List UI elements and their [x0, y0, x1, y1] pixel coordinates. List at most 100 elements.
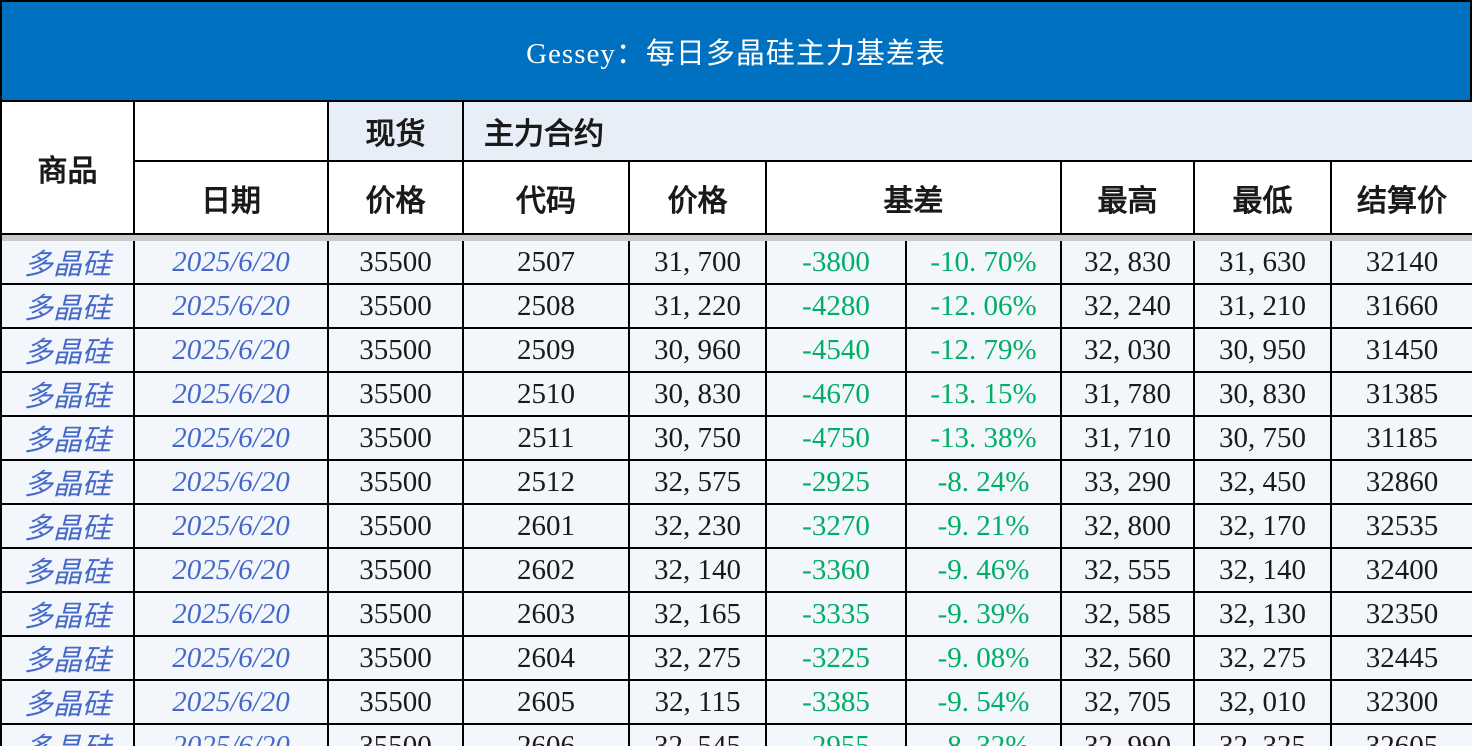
- cell-settlement: 31385: [1329, 372, 1472, 417]
- cell-price: 32, 545: [628, 724, 767, 746]
- table-row: 多晶硅 2025/6/20 35500 2510 30, 830 -4670 -13. 15…: [0, 372, 1472, 417]
- cell-product: 多晶硅: [0, 504, 135, 549]
- cell-low: 32, 130: [1193, 592, 1332, 637]
- cell-high: 31, 710: [1060, 416, 1195, 461]
- cell-spot-price: 35500: [327, 460, 464, 505]
- cell-code: 2511: [462, 416, 630, 461]
- cell-basis-pct: -9. 46%: [905, 548, 1062, 593]
- cell-settlement: 32605: [1329, 724, 1472, 746]
- header-spot-price: 价格: [327, 160, 464, 235]
- cell-basis: -4540: [765, 328, 907, 373]
- cell-price: 30, 750: [628, 416, 767, 461]
- cell-product: 多晶硅: [0, 548, 135, 593]
- cell-high: 32, 705: [1060, 680, 1195, 725]
- header-low: 最低: [1193, 160, 1332, 235]
- cell-high: 32, 030: [1060, 328, 1195, 373]
- cell-code: 2604: [462, 636, 630, 681]
- cell-spot-price: 35500: [327, 548, 464, 593]
- cell-settlement: 32535: [1329, 504, 1472, 549]
- cell-price: 32, 140: [628, 548, 767, 593]
- cell-basis: -3385: [765, 680, 907, 725]
- cell-spot-price: 35500: [327, 372, 464, 417]
- cell-basis-pct: -9. 54%: [905, 680, 1062, 725]
- header-body-divider: [0, 233, 1472, 241]
- cell-date: 2025/6/20: [133, 548, 329, 593]
- cell-price: 32, 230: [628, 504, 767, 549]
- table-row: 多晶硅 2025/6/20 35500 2507 31, 700 -3800 -10. 70…: [0, 241, 1472, 285]
- cell-high: 32, 800: [1060, 504, 1195, 549]
- cell-basis-pct: -10. 70%: [905, 241, 1062, 285]
- cell-date: 2025/6/20: [133, 241, 329, 285]
- header-high: 最高: [1060, 160, 1195, 235]
- cell-basis: -2955: [765, 724, 907, 746]
- cell-price: 32, 165: [628, 592, 767, 637]
- cell-high: 32, 240: [1060, 284, 1195, 329]
- cell-product: 多晶硅: [0, 460, 135, 505]
- cell-price: 30, 830: [628, 372, 767, 417]
- cell-low: 31, 210: [1193, 284, 1332, 329]
- cell-date: 2025/6/20: [133, 592, 329, 637]
- basis-table: 商品 现货 主力合约 日期 价格 代码 价格 基差 最高 最低 结算价 多晶硅 2…: [0, 100, 1472, 746]
- cell-basis: -3335: [765, 592, 907, 637]
- cell-low: 32, 450: [1193, 460, 1332, 505]
- cell-low: 30, 750: [1193, 416, 1332, 461]
- cell-settlement: 32300: [1329, 680, 1472, 725]
- cell-settlement: 31660: [1329, 284, 1472, 329]
- cell-high: 32, 585: [1060, 592, 1195, 637]
- header-product: 商品: [0, 100, 135, 235]
- cell-date: 2025/6/20: [133, 636, 329, 681]
- cell-basis: -4280: [765, 284, 907, 329]
- cell-date: 2025/6/20: [133, 416, 329, 461]
- cell-product: 多晶硅: [0, 241, 135, 285]
- cell-code: 2510: [462, 372, 630, 417]
- table-row: 多晶硅 2025/6/20 35500 2604 32, 275 -3225 -9. 08%…: [0, 636, 1472, 681]
- cell-price: 32, 275: [628, 636, 767, 681]
- cell-basis-pct: -13. 15%: [905, 372, 1062, 417]
- cell-basis-pct: -12. 79%: [905, 328, 1062, 373]
- cell-price: 31, 700: [628, 241, 767, 285]
- cell-low: 32, 010: [1193, 680, 1332, 725]
- cell-product: 多晶硅: [0, 680, 135, 725]
- cell-low: 32, 140: [1193, 548, 1332, 593]
- cell-low: 32, 170: [1193, 504, 1332, 549]
- cell-settlement: 32400: [1329, 548, 1472, 593]
- cell-settlement: 32445: [1329, 636, 1472, 681]
- cell-low: 30, 950: [1193, 328, 1332, 373]
- cell-high: 32, 830: [1060, 241, 1195, 285]
- header-blank: [133, 100, 329, 162]
- cell-code: 2601: [462, 504, 630, 549]
- cell-settlement: 31450: [1329, 328, 1472, 373]
- cell-basis: -2925: [765, 460, 907, 505]
- header-main-contract-group: 主力合约: [461, 100, 1472, 162]
- cell-spot-price: 35500: [327, 284, 464, 329]
- cell-high: 31, 780: [1060, 372, 1195, 417]
- page-title: Gessey：每日多晶硅主力基差表: [0, 0, 1472, 100]
- cell-basis-pct: -12. 06%: [905, 284, 1062, 329]
- cell-basis-pct: -8. 32%: [905, 724, 1062, 746]
- cell-price: 30, 960: [628, 328, 767, 373]
- cell-spot-price: 35500: [327, 416, 464, 461]
- cell-high: 32, 560: [1060, 636, 1195, 681]
- cell-code: 2508: [462, 284, 630, 329]
- cell-basis: -3360: [765, 548, 907, 593]
- cell-basis-pct: -13. 38%: [905, 416, 1062, 461]
- header-price: 价格: [628, 160, 767, 235]
- table-row: 多晶硅 2025/6/20 35500 2601 32, 230 -3270 -9. 21%…: [0, 504, 1472, 549]
- cell-code: 2603: [462, 592, 630, 637]
- cell-code: 2509: [462, 328, 630, 373]
- cell-date: 2025/6/20: [133, 680, 329, 725]
- cell-product: 多晶硅: [0, 636, 135, 681]
- cell-product: 多晶硅: [0, 372, 135, 417]
- cell-price: 32, 575: [628, 460, 767, 505]
- table-row: 多晶硅 2025/6/20 35500 2511 30, 750 -4750 -13. 38…: [0, 416, 1472, 461]
- cell-spot-price: 35500: [327, 724, 464, 746]
- cell-low: 32, 325: [1193, 724, 1332, 746]
- cell-spot-price: 35500: [327, 636, 464, 681]
- cell-settlement: 32140: [1329, 241, 1472, 285]
- cell-spot-price: 35500: [327, 241, 464, 285]
- cell-date: 2025/6/20: [133, 372, 329, 417]
- cell-spot-price: 35500: [327, 592, 464, 637]
- cell-basis-pct: -8. 24%: [905, 460, 1062, 505]
